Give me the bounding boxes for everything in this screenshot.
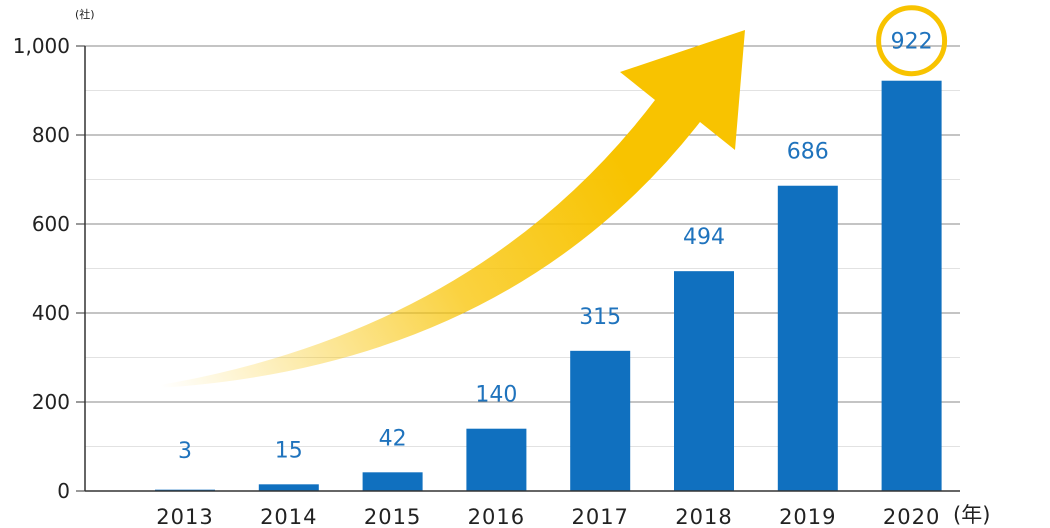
bar-2016 (466, 428, 527, 491)
x-tick-label: 2019 (779, 505, 836, 528)
bar-2018 (674, 271, 734, 491)
y-tick-label: 400 (32, 301, 70, 325)
data-label-2019: 686 (787, 140, 829, 165)
x-tick-label: 2018 (675, 505, 732, 528)
y-tick-label: 0 (57, 479, 70, 503)
y-axis-unit: (社) (75, 7, 95, 21)
y-tick-label: 600 (32, 212, 70, 236)
x-tick-label: 2015 (364, 505, 421, 528)
bar-2017 (570, 350, 631, 491)
data-label-2013: 3 (178, 439, 192, 464)
x-tick-label: 2016 (468, 505, 525, 528)
y-tick-label: 1,000 (13, 34, 70, 58)
y-axis-ticks: 0 200 400 600 800 1,000 (13, 34, 85, 503)
bar-2014 (258, 484, 319, 491)
data-label-2017: 315 (579, 305, 621, 330)
data-label-2014: 15 (275, 438, 303, 463)
bar-2020 (881, 80, 942, 492)
data-label-2016: 140 (475, 383, 517, 408)
growth-arrow-icon (160, 30, 745, 388)
bars (155, 80, 942, 492)
data-label-2018: 494 (683, 225, 725, 250)
data-label-2020: 922 (891, 30, 933, 55)
x-tick-label: 2020 (883, 505, 940, 528)
bar-2015 (362, 472, 423, 491)
x-tick-label: 2017 (571, 505, 628, 528)
data-label-2015: 42 (379, 426, 407, 451)
x-tick-label: 2014 (260, 505, 317, 528)
y-tick-label: 200 (32, 390, 70, 414)
highlight-circle (876, 5, 948, 77)
bar-2019 (777, 185, 838, 492)
x-axis-unit: (年) (953, 503, 990, 527)
y-tick-label: 800 (32, 123, 70, 147)
x-tick-label: 2013 (156, 505, 213, 528)
x-axis-ticks: 2013 2014 2015 2016 2017 2018 2019 2020 (156, 505, 940, 528)
